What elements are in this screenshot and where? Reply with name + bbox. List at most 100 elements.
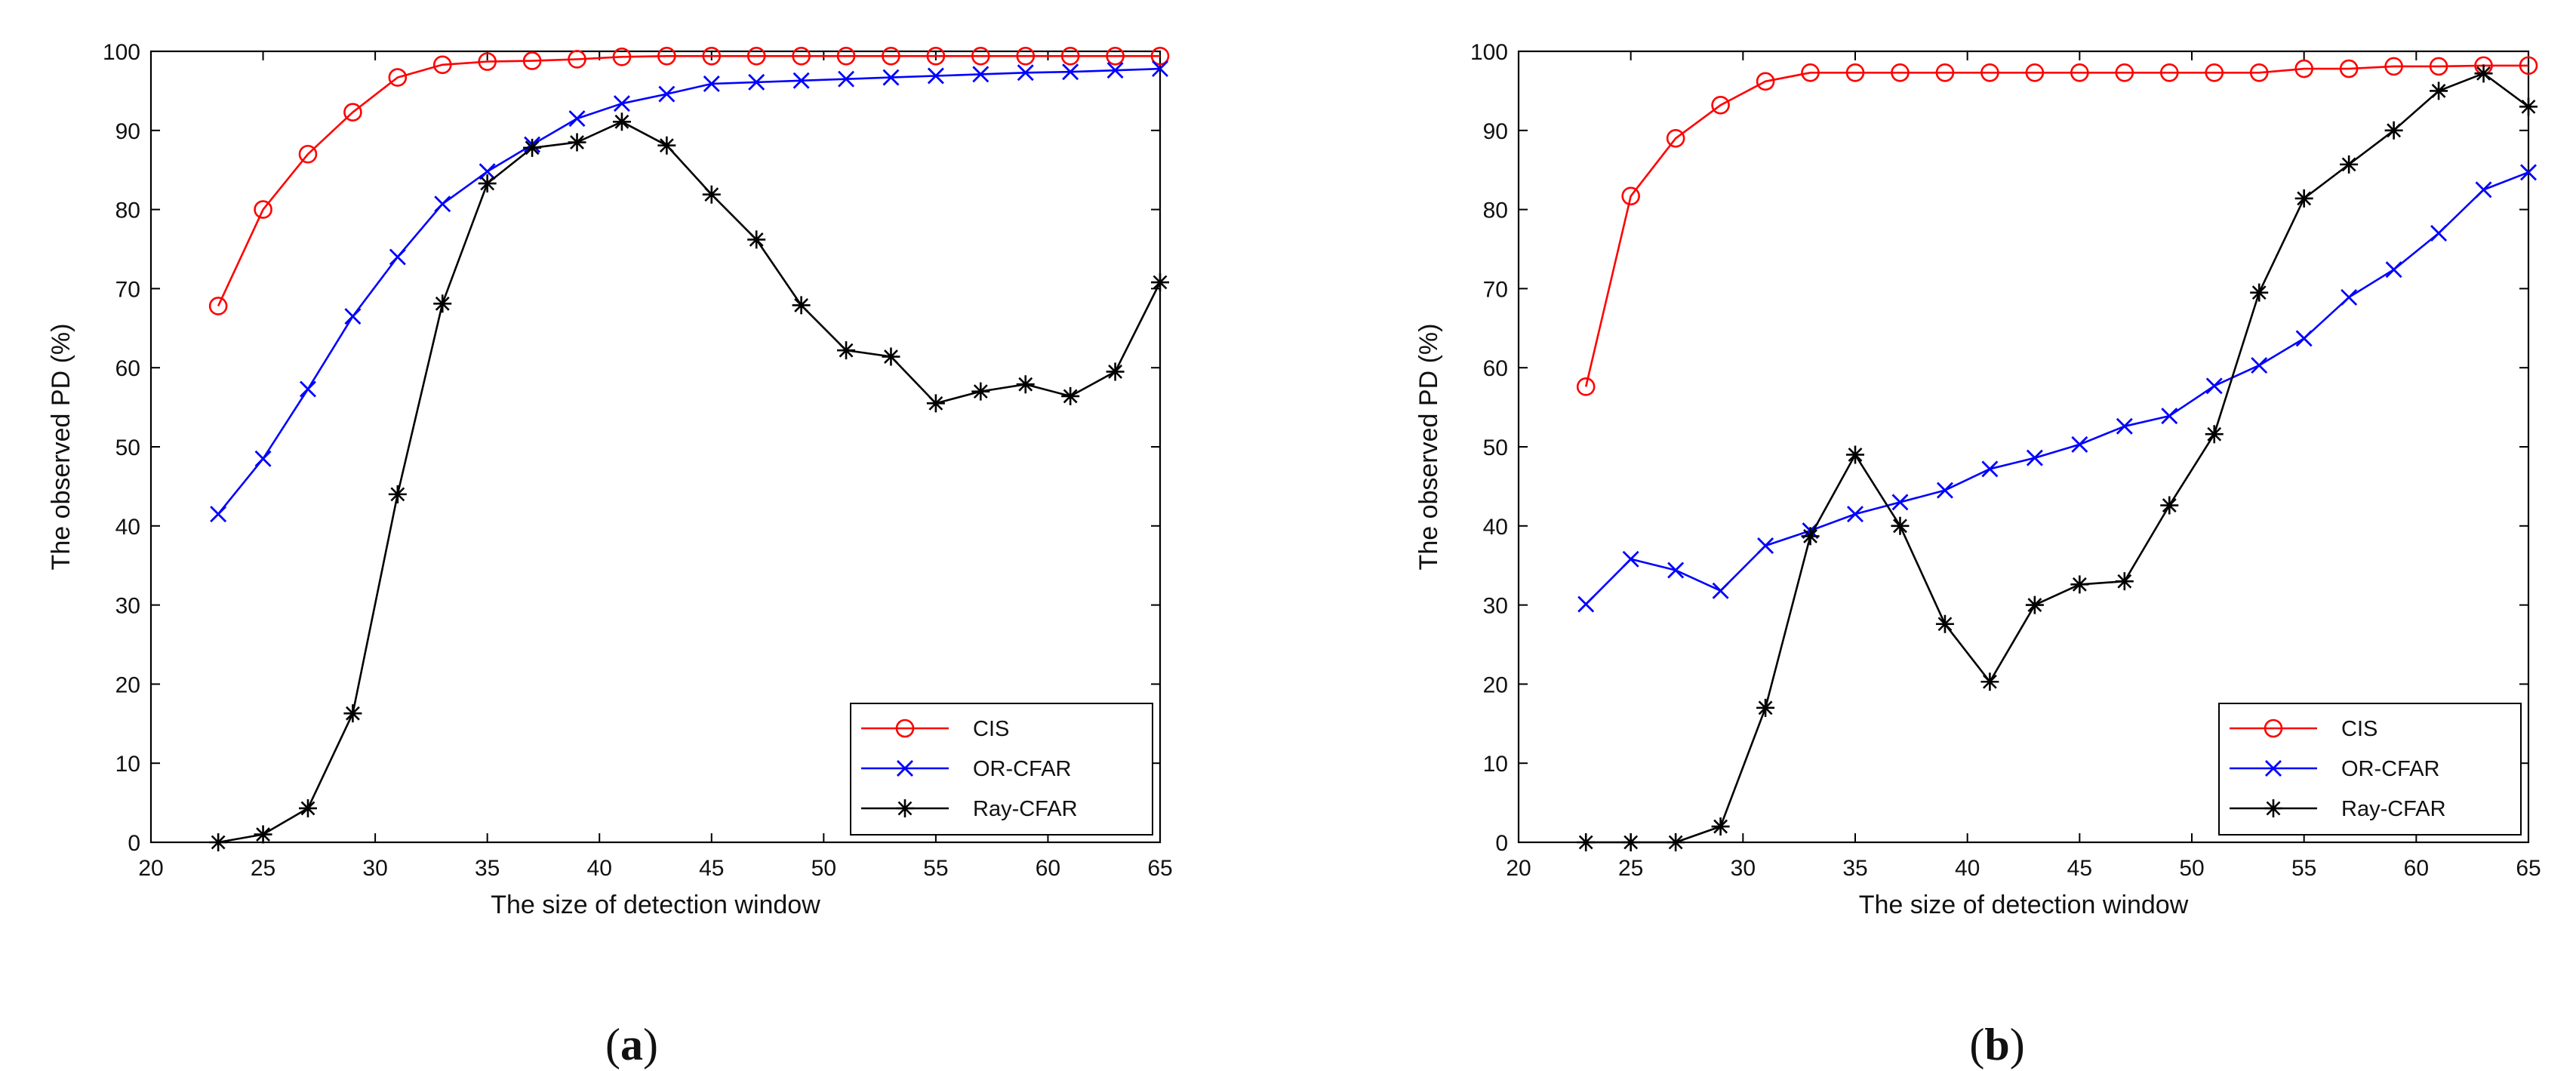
data-point — [2430, 82, 2448, 100]
x-tick-label: 20 — [1506, 856, 1531, 881]
data-point — [388, 68, 408, 87]
data-point — [568, 133, 586, 152]
data-point — [254, 200, 272, 219]
series-line — [217, 67, 1161, 515]
data-point — [1106, 362, 1125, 381]
legend-item: CIS — [861, 717, 1009, 741]
data-point — [657, 136, 676, 155]
data-point — [254, 825, 272, 844]
data-point — [1936, 482, 1953, 499]
series-line — [217, 55, 1160, 307]
x-tick-label: 25 — [1618, 856, 1643, 881]
y-tick-label: 60 — [1483, 356, 1508, 381]
data-point — [568, 50, 586, 69]
data-point — [2115, 63, 2134, 82]
data-point — [1150, 46, 1170, 66]
legend-label: CIS — [2341, 717, 2377, 741]
data-point — [1062, 63, 1079, 81]
data-point — [2384, 57, 2403, 76]
data-point — [1017, 64, 1034, 82]
data-point — [1935, 63, 1955, 82]
caption-paren-open: ( — [605, 1020, 620, 1069]
data-point — [2026, 449, 2043, 466]
data-point — [746, 46, 766, 66]
y-tick-label: 60 — [115, 356, 140, 381]
data-point — [702, 185, 721, 204]
x-axis-label: The size of detection window — [1859, 891, 2189, 919]
data-point — [1060, 46, 1080, 66]
data-point — [927, 67, 944, 85]
data-point — [208, 297, 228, 315]
data-point — [2025, 63, 2045, 82]
data-point — [2025, 596, 2044, 614]
series-cis — [208, 46, 1170, 315]
data-point — [703, 75, 720, 92]
series-line — [1585, 171, 2529, 605]
caption-paren-close: ) — [643, 1020, 658, 1069]
x-tick-label: 50 — [811, 856, 836, 881]
data-point — [2205, 63, 2224, 82]
series-line — [1586, 72, 2529, 844]
data-point — [1756, 698, 1775, 717]
legend-marker — [2265, 760, 2282, 777]
data-point — [254, 450, 272, 467]
data-point — [2475, 181, 2492, 199]
series-or-cfar — [1577, 164, 2537, 613]
series-line — [1584, 64, 2528, 387]
data-point — [2339, 59, 2359, 78]
data-point — [2519, 97, 2538, 116]
data-point — [2070, 575, 2089, 594]
data-point — [658, 85, 676, 103]
legend-item: OR-CFAR — [2230, 757, 2440, 781]
data-point — [882, 46, 900, 66]
caption-paren-open: ( — [1969, 1020, 1984, 1069]
legend-marker — [2264, 799, 2282, 817]
data-point — [2250, 283, 2269, 302]
x-tick-label: 60 — [2404, 856, 2429, 881]
data-point — [747, 230, 766, 249]
series-ray-cfar — [209, 112, 1169, 851]
legend-label: OR-CFAR — [2341, 757, 2440, 781]
data-point — [971, 46, 990, 66]
data-point — [1576, 377, 1596, 396]
data-point — [748, 73, 765, 91]
legend-item: Ray-CFAR — [861, 797, 1078, 821]
x-tick-label: 65 — [1147, 856, 1172, 881]
x-tick-label: 40 — [587, 856, 612, 881]
x-tick-label: 30 — [1731, 856, 1756, 881]
data-point — [1016, 375, 1035, 394]
legend-item: Ray-CFAR — [2230, 797, 2446, 821]
y-axis-label: The observed PD (%) — [1414, 324, 1443, 571]
data-point — [2116, 417, 2133, 435]
data-point — [1151, 273, 1169, 292]
y-tick-label: 30 — [1483, 594, 1508, 619]
legend-label: Ray-CFAR — [2341, 797, 2446, 821]
y-tick-label: 80 — [1483, 199, 1508, 223]
y-tick-label: 50 — [115, 435, 140, 460]
data-point — [792, 46, 811, 66]
data-point — [2341, 288, 2358, 306]
data-point — [479, 163, 496, 180]
data-point — [926, 46, 946, 66]
data-point — [478, 52, 497, 71]
legend-item: OR-CFAR — [861, 757, 1072, 781]
data-point — [2115, 572, 2134, 591]
y-tick-label: 90 — [115, 119, 140, 144]
data-point — [568, 110, 586, 128]
data-point — [1891, 494, 1909, 511]
y-tick-label: 40 — [115, 515, 140, 540]
data-point — [1577, 596, 1595, 613]
data-point — [522, 51, 542, 70]
y-tick-label: 70 — [1483, 277, 1508, 302]
panel-caption: (b) — [1969, 1020, 2024, 1069]
data-point — [344, 308, 362, 325]
x-tick-label: 40 — [1955, 856, 1980, 881]
legend-marker — [2264, 719, 2283, 738]
data-point — [702, 46, 722, 66]
x-tick-label: 65 — [2516, 856, 2541, 881]
data-point — [1667, 833, 1685, 851]
data-point — [613, 95, 630, 112]
data-point — [2205, 377, 2223, 395]
x-tick-label: 55 — [2291, 856, 2316, 881]
data-point — [1846, 445, 1864, 464]
